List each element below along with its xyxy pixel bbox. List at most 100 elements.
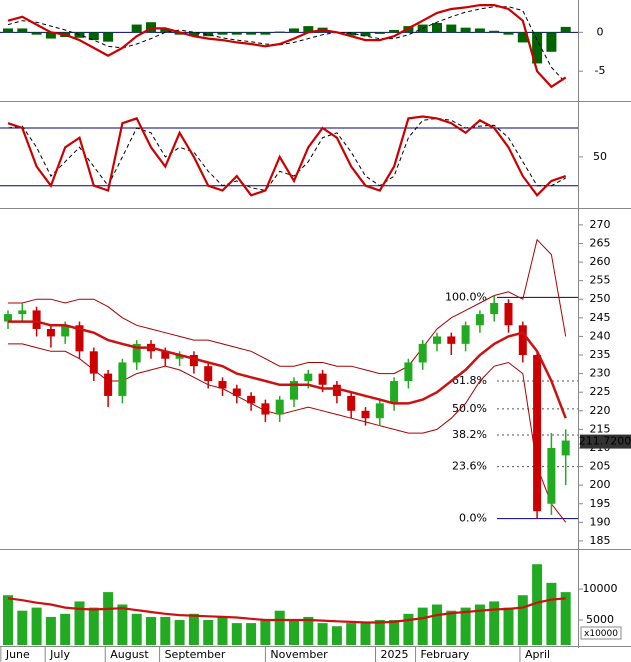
y-tick-label: 10000 <box>583 582 618 595</box>
y-tick-label: 200 <box>590 478 611 491</box>
candle-body <box>247 395 256 404</box>
volume-bar <box>360 623 371 645</box>
volume-bar <box>274 610 285 645</box>
x-tick-label: November <box>270 648 328 661</box>
y-tick-label: 225 <box>590 385 611 398</box>
candle-body <box>390 381 399 404</box>
candle-body <box>461 325 470 344</box>
volume-bar <box>374 620 385 645</box>
fib-label: 100.0% <box>445 290 487 303</box>
fib-label: 38.2% <box>452 428 487 441</box>
volume-bar <box>532 564 543 645</box>
unit-label: x10000 <box>584 629 618 639</box>
histogram-bar <box>460 27 471 33</box>
histogram-bar <box>503 32 514 35</box>
candle-body <box>504 302 513 326</box>
volume-bar <box>188 613 199 645</box>
volume-bar <box>31 607 42 645</box>
y-tick-label: 190 <box>590 515 611 528</box>
candle-body <box>275 399 284 415</box>
volume-bar <box>303 616 314 645</box>
y-tick-label: -5 <box>595 64 606 77</box>
histogram-bar <box>160 28 171 33</box>
y-tick-label: 50 <box>593 150 607 163</box>
candle-body <box>32 310 41 329</box>
candle-body <box>561 440 570 456</box>
histogram-bar <box>546 32 557 52</box>
volume-bar <box>560 592 571 645</box>
volume-bar <box>203 620 214 645</box>
candle-body <box>175 355 184 359</box>
x-tick-label: April <box>525 648 550 661</box>
fib-label: 23.6% <box>452 460 487 473</box>
last-price-label: 211.7200 <box>579 435 631 448</box>
candle-body <box>375 403 384 419</box>
moving-average <box>8 320 567 419</box>
y-tick-label: 250 <box>590 292 611 305</box>
candle-body <box>204 366 213 382</box>
volume-bar <box>131 613 142 645</box>
volume-bar <box>217 616 228 645</box>
histogram-bar <box>146 22 156 33</box>
volume-bar <box>503 607 514 645</box>
histogram-bar <box>432 23 442 33</box>
candle-body <box>361 410 370 419</box>
candle-body <box>261 403 270 415</box>
volume-bar <box>331 626 342 645</box>
histogram-bar <box>260 32 271 35</box>
histogram-bar <box>346 32 357 36</box>
histogram-bar <box>174 32 185 35</box>
candle-body <box>290 381 298 400</box>
macd-line <box>7 3 567 89</box>
volume-ma <box>7 597 566 624</box>
histogram-bar <box>360 32 371 37</box>
fib-label: 0.0% <box>459 512 487 525</box>
histogram-bar <box>217 32 228 35</box>
candle-body <box>4 314 12 322</box>
candle-body <box>75 325 84 352</box>
histogram-bar <box>88 32 99 41</box>
histogram-bar <box>289 28 299 33</box>
signal-line <box>7 6 567 84</box>
volume-bar <box>146 616 156 645</box>
x-tick-label: July <box>49 648 70 661</box>
y-tick-label: 0 <box>597 25 604 38</box>
volume-bar <box>489 601 500 645</box>
y-tick-label: 205 <box>590 460 611 473</box>
volume-bar <box>103 592 114 645</box>
candle-body <box>533 355 542 512</box>
x-tick-label: June <box>5 648 30 661</box>
volume-bar <box>346 623 357 645</box>
lower-band <box>8 343 567 523</box>
histogram-bar <box>74 32 85 38</box>
candle-body <box>132 343 141 363</box>
volume-bar <box>417 607 428 645</box>
y-tick-label: 260 <box>590 255 611 268</box>
volume-bar <box>60 613 71 645</box>
volume-bar <box>403 613 414 645</box>
volume-bar <box>317 623 328 645</box>
candle-body <box>118 362 127 396</box>
candle-body <box>475 314 484 326</box>
volume-bar <box>117 604 128 645</box>
volume-bar <box>231 623 242 645</box>
candle-body <box>61 325 70 337</box>
histogram-bar <box>446 24 457 33</box>
x-tick-label: August <box>110 648 149 661</box>
y-tick-label: 230 <box>590 367 611 380</box>
candle-body <box>347 395 356 411</box>
y-tick-label: 240 <box>590 329 611 342</box>
y-tick-label: 270 <box>590 218 611 231</box>
histogram-bar <box>517 32 528 43</box>
candle-body <box>89 351 98 374</box>
volume-bar <box>289 620 299 645</box>
candle-body <box>218 381 227 389</box>
histogram-bar <box>3 28 13 33</box>
candle-body <box>518 325 527 356</box>
volume-bar <box>546 582 557 645</box>
candle-body <box>318 373 327 385</box>
y-tick-label: 220 <box>590 404 611 417</box>
histogram-bar <box>474 28 485 33</box>
candle-body <box>433 336 441 344</box>
